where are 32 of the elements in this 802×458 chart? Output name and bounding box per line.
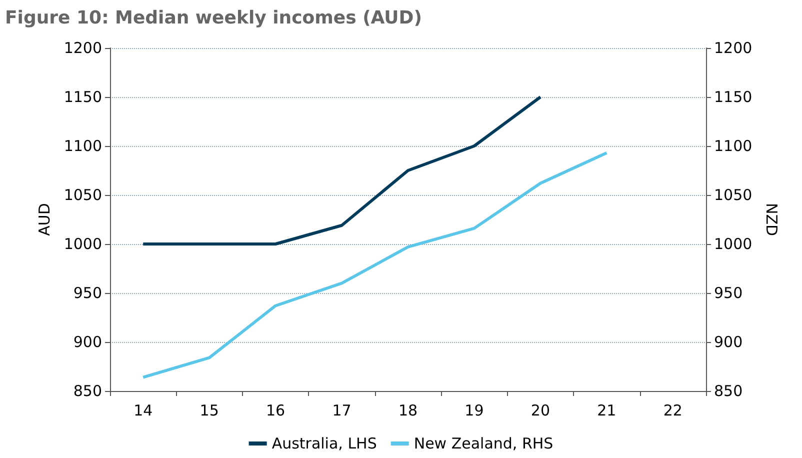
x-tick-label: 15 bbox=[200, 402, 219, 420]
x-tick-label: 22 bbox=[663, 402, 682, 420]
y2-tick-label: 1150 bbox=[714, 88, 752, 106]
x-tick-label: 16 bbox=[266, 402, 286, 420]
y2-tick-label: 900 bbox=[714, 333, 743, 351]
legend-label: New Zealand, RHS bbox=[414, 434, 554, 452]
x-tick-label: 17 bbox=[332, 402, 352, 420]
x-tick-label: 19 bbox=[464, 402, 484, 420]
chart-title: Figure 10: Median weekly incomes (AUD) bbox=[5, 8, 422, 28]
y-tick-label: 1000 bbox=[64, 235, 102, 253]
x-tick-label: 20 bbox=[530, 402, 550, 420]
y2-tick-label: 850 bbox=[714, 382, 743, 400]
x-tick-label: 21 bbox=[597, 402, 616, 420]
y2-axis-title: NZD bbox=[762, 202, 780, 236]
y-axis-title: AUD bbox=[36, 203, 54, 236]
y2-tick-label: 1050 bbox=[714, 186, 752, 204]
x-tick-label: 18 bbox=[398, 402, 418, 420]
y-tick-label: 1050 bbox=[64, 186, 102, 204]
y2-tick-label: 1000 bbox=[714, 235, 752, 253]
line-series bbox=[142, 151, 608, 379]
y2-tick-label: 950 bbox=[714, 284, 743, 302]
x-tick-label: 14 bbox=[134, 402, 153, 420]
line-series bbox=[142, 96, 542, 246]
legend-label: Australia, LHS bbox=[272, 434, 377, 452]
y-tick-label: 900 bbox=[73, 333, 102, 351]
y-tick-label: 1200 bbox=[64, 39, 102, 57]
y-tick-label: 1100 bbox=[64, 137, 102, 155]
y2-tick-label: 1100 bbox=[714, 137, 752, 155]
y-tick-label: 950 bbox=[73, 284, 102, 302]
y-tick-label: 1150 bbox=[64, 88, 102, 106]
y2-tick-label: 1200 bbox=[714, 39, 752, 57]
y-tick-label: 850 bbox=[73, 382, 102, 400]
